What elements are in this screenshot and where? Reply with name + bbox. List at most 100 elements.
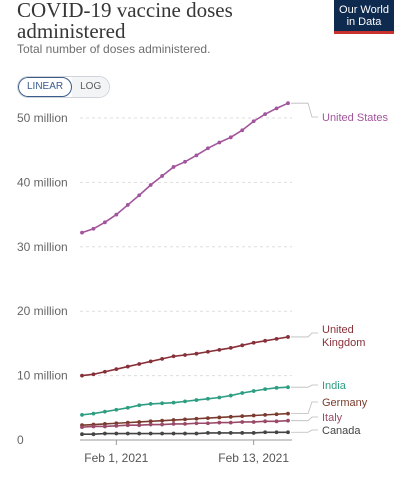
series-label[interactable]: Italy — [322, 412, 343, 424]
data-point[interactable] — [183, 159, 187, 164]
data-point[interactable] — [205, 431, 210, 435]
data-point[interactable] — [286, 385, 290, 390]
data-point[interactable] — [274, 430, 279, 435]
data-point[interactable] — [102, 431, 107, 436]
data-point[interactable] — [171, 418, 176, 422]
data-point[interactable] — [217, 347, 222, 352]
data-point[interactable] — [148, 183, 153, 187]
data-point[interactable] — [125, 405, 130, 410]
data-point[interactable] — [205, 421, 210, 426]
data-point[interactable] — [217, 431, 222, 435]
data-point[interactable] — [160, 431, 165, 436]
data-point[interactable] — [171, 165, 176, 169]
data-point[interactable] — [114, 367, 119, 372]
data-point[interactable] — [194, 398, 199, 402]
series-label[interactable]: United States — [322, 112, 389, 124]
data-point[interactable] — [148, 419, 153, 424]
data-point[interactable] — [114, 407, 119, 412]
data-point[interactable] — [217, 415, 222, 420]
data-point[interactable] — [286, 411, 290, 416]
data-point[interactable] — [274, 419, 279, 424]
data-point[interactable] — [171, 422, 176, 426]
data-point[interactable] — [228, 431, 233, 435]
data-point[interactable] — [137, 420, 142, 424]
data-point[interactable] — [125, 423, 130, 428]
data-point[interactable] — [102, 424, 107, 429]
data-point[interactable] — [171, 431, 176, 436]
data-point[interactable] — [137, 431, 142, 436]
data-point[interactable] — [194, 416, 199, 421]
data-point[interactable] — [80, 230, 84, 235]
data-point[interactable] — [286, 335, 290, 339]
series-label[interactable]: India — [322, 380, 347, 392]
data-point[interactable] — [228, 346, 233, 350]
data-point[interactable] — [148, 359, 153, 364]
data-point[interactable] — [91, 411, 96, 416]
data-point[interactable] — [137, 403, 142, 408]
data-point[interactable] — [205, 396, 210, 401]
data-point[interactable] — [125, 431, 130, 436]
data-point[interactable] — [102, 220, 107, 225]
data-point[interactable] — [240, 431, 245, 435]
data-point[interactable] — [263, 112, 268, 117]
data-point[interactable] — [183, 431, 187, 436]
data-point[interactable] — [228, 414, 233, 419]
series-label[interactable]: Kingdom — [322, 337, 365, 349]
data-point[interactable] — [240, 391, 245, 395]
data-point[interactable] — [148, 402, 153, 406]
data-point[interactable] — [137, 362, 142, 366]
data-point[interactable] — [125, 203, 130, 207]
data-point[interactable] — [183, 353, 187, 357]
data-point[interactable] — [160, 418, 165, 423]
data-point[interactable] — [205, 146, 210, 151]
data-point[interactable] — [274, 412, 279, 417]
data-point[interactable] — [228, 135, 233, 140]
series-label[interactable]: Canada — [322, 425, 361, 437]
data-point[interactable] — [240, 414, 245, 419]
data-point[interactable] — [102, 409, 107, 414]
data-point[interactable] — [91, 372, 96, 377]
data-point[interactable] — [137, 193, 142, 198]
data-point[interactable] — [205, 349, 210, 354]
data-point[interactable] — [251, 431, 256, 435]
data-point[interactable] — [217, 140, 222, 145]
series-label[interactable]: United — [322, 324, 354, 336]
data-point[interactable] — [137, 423, 142, 428]
data-point[interactable] — [183, 417, 187, 422]
data-point[interactable] — [263, 338, 268, 343]
data-point[interactable] — [148, 431, 153, 436]
data-point[interactable] — [286, 418, 290, 423]
data-point[interactable] — [114, 431, 119, 436]
data-point[interactable] — [183, 422, 187, 426]
data-point[interactable] — [274, 336, 279, 341]
data-point[interactable] — [194, 153, 199, 158]
data-point[interactable] — [240, 420, 245, 424]
data-point[interactable] — [160, 356, 165, 361]
data-point[interactable] — [114, 423, 119, 428]
data-point[interactable] — [228, 420, 233, 425]
data-point[interactable] — [125, 364, 130, 369]
data-point[interactable] — [217, 395, 222, 400]
series-label[interactable]: Germany — [322, 397, 368, 409]
data-point[interactable] — [102, 369, 107, 374]
data-point[interactable] — [80, 412, 84, 417]
data-point[interactable] — [251, 389, 256, 393]
data-point[interactable] — [194, 351, 199, 356]
data-point[interactable] — [263, 387, 268, 392]
data-point[interactable] — [194, 421, 199, 426]
data-point[interactable] — [80, 425, 84, 430]
scale-toggle[interactable]: LINEAR LOG — [17, 76, 111, 98]
data-point[interactable] — [171, 400, 176, 405]
data-point[interactable] — [114, 212, 119, 217]
data-point[interactable] — [91, 424, 96, 429]
series-line[interactable] — [81, 102, 289, 234]
data-point[interactable] — [160, 401, 165, 406]
data-point[interactable] — [160, 422, 165, 427]
data-point[interactable] — [91, 226, 96, 231]
data-point[interactable] — [274, 385, 279, 390]
data-point[interactable] — [171, 354, 176, 359]
data-point[interactable] — [274, 106, 279, 111]
data-point[interactable] — [205, 416, 210, 421]
data-point[interactable] — [160, 174, 165, 178]
log-scale-button[interactable]: LOG — [72, 77, 110, 97]
